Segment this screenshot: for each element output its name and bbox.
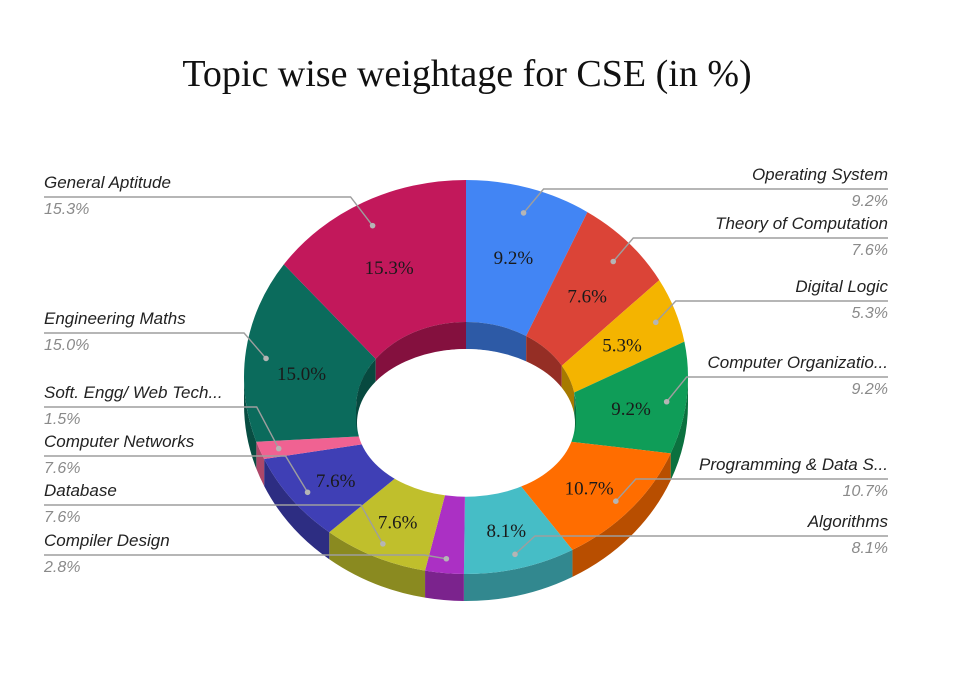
leader-dot-compiler-design	[443, 555, 450, 562]
legend-value-theory-of-computation: 7.6%	[852, 242, 888, 259]
legend-value-computer-organization: 9.2%	[852, 381, 888, 398]
legend-value-programming-data-structures: 10.7%	[843, 483, 888, 500]
leader-line-compiler-design	[44, 554, 447, 560]
inner-wall-general-aptitude	[375, 322, 466, 386]
slice-label-theory-of-computation: 7.6%	[567, 287, 607, 308]
leader-line-soft-engg-web-technologies	[44, 406, 280, 449]
legend-value-algorithms: 8.1%	[852, 540, 888, 557]
legend-name-operating-system: Operating System	[752, 165, 888, 184]
slice-programming-data-structures	[518, 441, 671, 550]
legend-callouts: Operating System 9.2% Theory of Computatio…	[43, 165, 888, 576]
slice-theory-of-computation	[526, 212, 660, 366]
slice-digital-logic	[561, 280, 685, 393]
slice-general-aptitude	[283, 180, 466, 359]
slice-compiler-design	[425, 492, 465, 574]
side-wall-database	[329, 532, 426, 598]
slice-algorithms	[463, 483, 573, 574]
slice-engineering-maths	[244, 264, 376, 442]
legend-name-soft-engg-web-technologies: Soft. Engg/ Web Tech...	[44, 383, 223, 402]
leader-dot-operating-system	[520, 210, 527, 216]
legend-name-general-aptitude: General Aptitude	[44, 173, 171, 192]
legend-value-database: 7.6%	[44, 509, 80, 526]
legend-leader-lines	[44, 188, 888, 562]
legend-name-computer-organization: Computer Organizatio...	[708, 353, 888, 372]
slice-label-algorithms: 8.1%	[487, 521, 527, 542]
chart-title: Topic wise weightage for CSE (in %)	[182, 53, 752, 95]
leader-line-theory-of-computation	[612, 237, 888, 262]
side-wall-computer-organization	[670, 377, 688, 481]
legend-name-computer-networks: Computer Networks	[44, 432, 195, 451]
side-wall-algorithms	[463, 549, 573, 601]
donut-inner-walls	[355, 322, 576, 497]
legend-name-programming-data-structures: Programming & Data S...	[699, 455, 888, 474]
side-wall-computer-networks	[264, 458, 330, 560]
legend-name-database: Database	[44, 481, 117, 500]
leader-line-programming-data-structures	[615, 478, 888, 502]
legend-name-compiler-design: Compiler Design	[44, 531, 170, 550]
slice-label-operating-system: 9.2%	[494, 248, 534, 269]
leader-dot-theory-of-computation	[610, 258, 617, 265]
donut-top-faces	[244, 180, 688, 574]
slice-operating-system	[466, 180, 588, 336]
slice-labels: 9.2% 7.6% 5.3% 9.2% 10.7% 8.1% 7.6% 7.6% 15.0% 15…	[277, 248, 651, 542]
legend-name-theory-of-computation: Theory of Computation	[715, 214, 888, 233]
donut-hole	[357, 349, 575, 497]
slice-label-programming-data-structures: 10.7%	[565, 478, 614, 499]
leader-dot-general-aptitude	[369, 222, 376, 229]
side-wall-soft-engg-web-technologies	[256, 441, 265, 486]
leader-dot-programming-data-structures	[613, 498, 619, 504]
legend-name-engineering-maths: Engineering Maths	[44, 309, 186, 328]
leader-line-computer-organization	[666, 376, 888, 403]
slice-soft-engg-web-technologies	[256, 436, 366, 459]
leader-line-algorithms	[514, 535, 888, 555]
slice-computer-networks	[264, 443, 399, 533]
inner-wall-operating-system	[466, 322, 527, 363]
side-wall-compiler-design	[425, 570, 464, 601]
slice-label-engineering-maths: 15.0%	[277, 364, 326, 385]
leader-dot-soft-engg-web-technologies	[275, 445, 282, 452]
legend-name-digital-logic: Digital Logic	[795, 277, 888, 296]
leader-line-database	[44, 504, 384, 545]
legend-value-compiler-design: 2.8%	[43, 559, 80, 576]
leader-line-engineering-maths	[44, 332, 267, 359]
leader-dot-computer-organization	[663, 398, 670, 405]
side-wall-programming-data-structures	[572, 453, 671, 577]
legend-value-engineering-maths: 15.0%	[44, 337, 89, 354]
leader-dot-engineering-maths	[263, 355, 269, 362]
leader-line-general-aptitude	[44, 196, 374, 227]
leader-dot-algorithms	[512, 551, 518, 558]
legend-value-operating-system: 9.2%	[852, 193, 888, 210]
slice-computer-organization	[567, 341, 688, 454]
donut-side-walls	[244, 377, 688, 601]
legend-value-soft-engg-web-technologies: 1.5%	[44, 411, 80, 428]
leader-dot-digital-logic	[652, 319, 659, 326]
inner-wall-computer-organization	[574, 392, 576, 435]
slice-label-digital-logic: 5.3%	[602, 335, 642, 356]
legend-value-general-aptitude: 15.3%	[44, 201, 89, 218]
leader-dot-computer-networks	[304, 489, 311, 496]
slice-label-general-aptitude: 15.3%	[365, 258, 414, 279]
slice-label-computer-organization: 9.2%	[611, 399, 651, 420]
leader-line-operating-system	[523, 188, 888, 214]
slice-label-computer-networks: 7.6%	[316, 471, 356, 492]
slice-label-database: 7.6%	[378, 512, 418, 533]
side-wall-engineering-maths	[244, 377, 257, 469]
slice-database	[329, 475, 446, 571]
legend-value-computer-networks: 7.6%	[44, 460, 80, 477]
leader-dot-database	[380, 541, 386, 547]
leader-line-computer-networks	[44, 455, 309, 493]
leader-line-digital-logic	[655, 300, 888, 323]
legend-value-digital-logic: 5.3%	[852, 305, 888, 322]
legend-name-algorithms: Algorithms	[807, 512, 889, 531]
